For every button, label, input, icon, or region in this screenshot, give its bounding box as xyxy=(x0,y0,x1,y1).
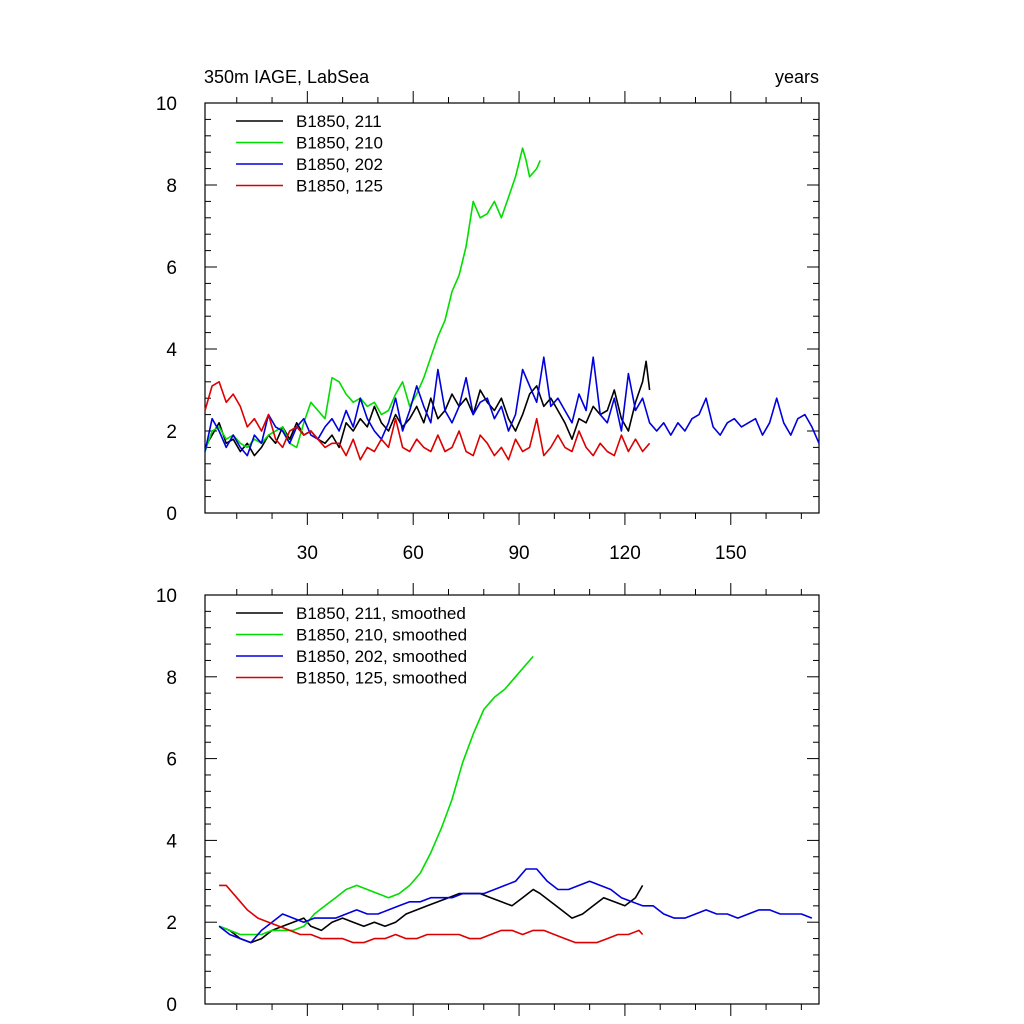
y-tick-label: 2 xyxy=(166,913,177,934)
series-line-125 xyxy=(219,884,644,944)
legend-label-210: B1850, 210, smoothed xyxy=(296,626,467,645)
x-tick-label: 120 xyxy=(609,543,641,564)
y-tick-label: 0 xyxy=(166,995,177,1016)
legend-label-202: B1850, 202, smoothed xyxy=(296,647,467,666)
series-line-202 xyxy=(204,356,820,457)
top-panel: 0 2 4 6 8 10 30 60 90 120 150 B1850, 211 B1850, 210 B… xyxy=(156,91,820,564)
legend-label-202: B1850, 202 xyxy=(296,155,383,174)
series-line-210 xyxy=(218,655,534,936)
y-tick-label: 2 xyxy=(166,422,177,443)
series-line-125 xyxy=(204,381,651,461)
series-line-211 xyxy=(204,360,651,457)
y-tick-label: 0 xyxy=(166,504,177,525)
y-tick-label: 6 xyxy=(166,750,177,771)
y-tick-label: 6 xyxy=(166,258,177,279)
bottom-panel: 0 2 4 6 8 10 B1850, 211, smoothed B1850, 210, s… xyxy=(156,583,820,1016)
y-tick-label: 10 xyxy=(156,94,177,115)
y-tick-label: 8 xyxy=(166,668,177,689)
series-line-202 xyxy=(218,868,813,944)
legend-label-125: B1850, 125 xyxy=(296,177,383,196)
legend-label-211: B1850, 211, smoothed xyxy=(296,604,466,623)
plot-frame xyxy=(204,102,820,514)
chart-title: 350m IAGE, LabSea xyxy=(204,67,370,87)
y-tick-label: 4 xyxy=(166,831,177,852)
x-axis-units-label: years xyxy=(775,67,819,87)
series-line-210 xyxy=(204,147,541,452)
y-tick-label: 10 xyxy=(156,586,177,607)
x-tick-label: 90 xyxy=(508,543,529,564)
legend-label-211: B1850, 211 xyxy=(296,112,382,131)
x-tick-label: 60 xyxy=(403,543,424,564)
y-tick-label: 8 xyxy=(166,176,177,197)
legend-label-125: B1850, 125, smoothed xyxy=(296,669,467,688)
legend-label-210: B1850, 210 xyxy=(296,134,383,153)
x-tick-label: 150 xyxy=(715,543,747,564)
x-tick-label: 30 xyxy=(297,543,318,564)
series-line-211 xyxy=(218,885,644,944)
y-tick-label: 4 xyxy=(166,340,177,361)
plot-frame xyxy=(204,594,820,1005)
